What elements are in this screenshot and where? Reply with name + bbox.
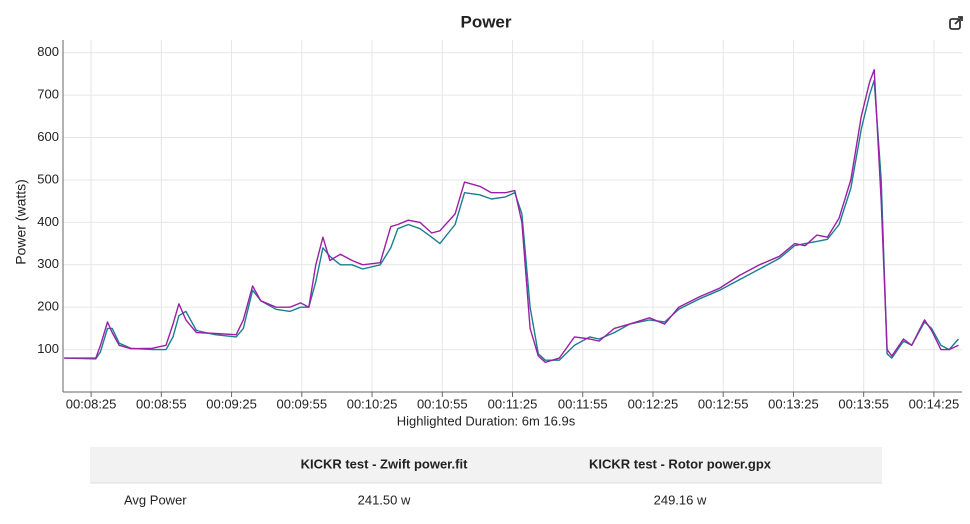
series-line — [64, 69, 959, 363]
y-tick-label: 500 — [37, 171, 59, 186]
x-tick-label: 00:14:25 — [909, 396, 960, 411]
y-tick-label: 300 — [37, 256, 59, 271]
y-tick-label: 100 — [37, 341, 59, 356]
table-cell: 249.16 w — [654, 492, 707, 507]
series-line — [64, 79, 960, 361]
x-tick-label: 00:08:55 — [136, 396, 187, 411]
y-tick-label: 400 — [37, 214, 59, 229]
x-tick-label: 00:13:55 — [838, 396, 889, 411]
x-tick-label: 00:12:55 — [698, 396, 749, 411]
x-axis-label: Highlighted Duration: 6m 16.9s — [397, 413, 576, 428]
x-tick-label: 00:12:25 — [628, 396, 679, 411]
table-cell: Avg Power — [124, 492, 187, 507]
x-tick-label: 00:08:25 — [66, 396, 117, 411]
table-cell: 241.50 w — [358, 492, 411, 507]
chart-title: Power — [460, 12, 511, 31]
y-tick-label: 200 — [37, 299, 59, 314]
y-tick-label: 800 — [37, 44, 59, 59]
x-tick-label: 00:13:25 — [768, 396, 819, 411]
y-axis-label: Power (watts) — [13, 179, 29, 265]
x-tick-label: 00:09:25 — [206, 396, 257, 411]
x-tick-label: 00:11:25 — [488, 396, 538, 411]
x-tick-label: 00:10:25 — [347, 396, 398, 411]
y-tick-label: 600 — [37, 129, 59, 144]
table-header: KICKR test - Rotor power.gpx — [589, 456, 772, 471]
table-header-bg — [90, 447, 882, 483]
table-header: KICKR test - Zwift power.fit — [301, 456, 469, 471]
x-tick-label: 00:09:55 — [276, 396, 327, 411]
export-icon[interactable] — [949, 16, 963, 30]
x-tick-label: 00:11:55 — [558, 396, 608, 411]
x-tick-label: 00:10:55 — [417, 396, 468, 411]
y-tick-label: 700 — [37, 87, 59, 102]
